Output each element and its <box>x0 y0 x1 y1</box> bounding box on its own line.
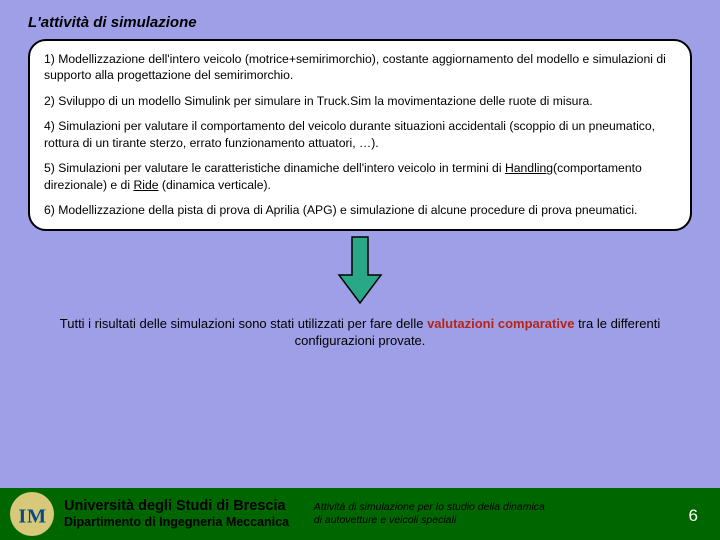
item-5-ride: Ride <box>133 178 158 192</box>
svg-text:M: M <box>27 506 46 528</box>
footer-bar: I M Università degli Studi di Brescia Di… <box>0 488 720 540</box>
item-5-post: (dinamica verticale). <box>159 178 271 192</box>
summary-emphasis: valutazioni comparative <box>427 316 574 331</box>
item-2: 2) Sviluppo di un modello Simulink per s… <box>44 93 676 109</box>
department-name: Dipartimento di Ingegneria Meccanica <box>64 515 289 530</box>
footer-subtitle-l1: Attività di simulazione per lo studio de… <box>314 501 545 514</box>
content-box: 1) Modellizzazione dell'intero veicolo (… <box>28 39 692 231</box>
logo-badge: I M <box>10 492 54 536</box>
university-name: Università degli Studi di Brescia <box>64 498 289 515</box>
arrow-down-wrap <box>28 235 692 305</box>
page-number: 6 <box>689 506 698 526</box>
item-4: 4) Simulazioni per valutare il comportam… <box>44 118 676 151</box>
footer-subtitle-l2: di autovetture e veicoli speciali <box>314 514 545 527</box>
slide-title: L'attività di simulazione <box>28 14 692 31</box>
svg-text:I: I <box>18 506 26 528</box>
logo-icon: I M <box>15 497 49 531</box>
item-5: 5) Simulazioni per valutare le caratteri… <box>44 160 676 193</box>
summary-pre: Tutti i risultati delle simulazioni sono… <box>60 316 427 331</box>
item-5-handling: Handling <box>505 161 553 175</box>
slide: L'attività di simulazione 1) Modellizzaz… <box>0 0 720 540</box>
item-6: 6) Modellizzazione della pista di prova … <box>44 202 676 218</box>
footer-subtitle: Attività di simulazione per lo studio de… <box>314 501 545 526</box>
item-5-pre: 5) Simulazioni per valutare le caratteri… <box>44 161 505 175</box>
university-block: Università degli Studi di Brescia Dipart… <box>64 498 289 530</box>
item-1: 1) Modellizzazione dell'intero veicolo (… <box>44 51 676 84</box>
summary-text: Tutti i risultati delle simulazioni sono… <box>28 315 692 350</box>
arrow-down-icon <box>337 235 383 305</box>
